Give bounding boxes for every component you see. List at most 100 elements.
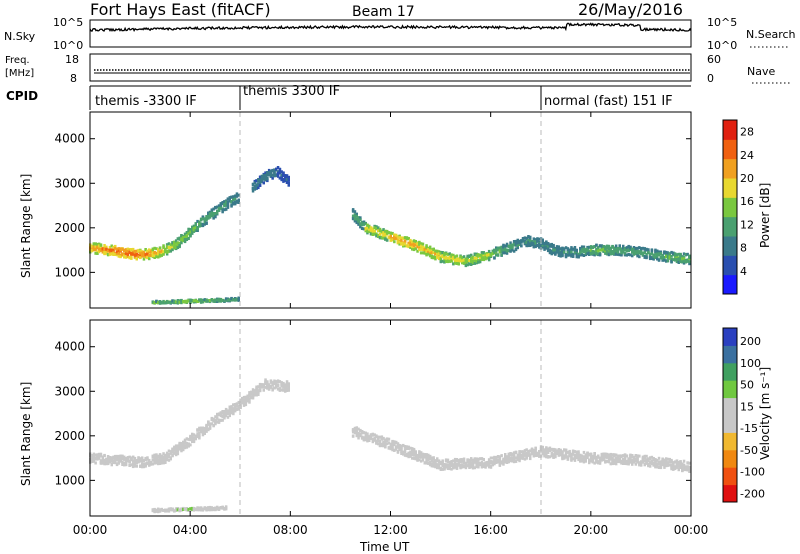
scatter-cell [450, 259, 453, 263]
scatter-cell [266, 177, 269, 181]
scatter-cell [656, 252, 659, 256]
scatter-cell [643, 456, 646, 460]
scatter-cell [278, 380, 282, 384]
scatter-cell [618, 460, 621, 464]
scatter-cell [579, 246, 582, 250]
scatter-cell [205, 429, 208, 433]
scatter-cell [130, 252, 133, 256]
scatter-cell [357, 221, 360, 225]
scatter-cell [178, 447, 181, 451]
scatter-cell [455, 464, 459, 468]
scatter-cell [450, 467, 453, 471]
scatter-cell [183, 441, 187, 445]
scatter-cell [241, 396, 244, 400]
scatter-cell [452, 256, 455, 260]
scatter-cell [385, 231, 389, 235]
scatter-cell [407, 447, 410, 450]
scatter-cell [269, 380, 273, 384]
scatter-cell [516, 457, 519, 461]
scatter-cell [613, 246, 616, 250]
scatter-cell [550, 252, 553, 256]
scatter-cell [419, 453, 423, 457]
scatter-cell [387, 235, 391, 239]
scatter-cell [477, 253, 480, 257]
scatter-cell [198, 428, 201, 432]
scatter-cell [665, 252, 668, 256]
scatter-cell [219, 299, 223, 303]
scatter-cell [169, 243, 172, 247]
scatter-cell [144, 456, 147, 460]
scatter-cell [511, 245, 514, 248]
scatter-cell [385, 439, 389, 442]
scatter-cell [607, 453, 611, 457]
scatter-cell [552, 453, 555, 457]
scatter-cell [639, 460, 643, 464]
y-tick-label: 2000 [54, 429, 85, 443]
scatter-cell [183, 507, 187, 511]
scatter-cell [351, 430, 355, 434]
scatter-cell [251, 187, 255, 191]
scatter-cell [232, 198, 235, 202]
scatter-cell [523, 453, 527, 457]
scatter-cell [405, 446, 409, 450]
scatter-cell [253, 181, 257, 185]
scatter-cell [534, 449, 537, 453]
scatter-cell [130, 463, 133, 467]
scatter-cell [582, 245, 586, 249]
scatter-cell [580, 253, 584, 257]
scatter-cell [659, 460, 663, 464]
scatter-cell [600, 452, 604, 456]
scatter-cell [169, 456, 172, 460]
scatter-cell [114, 458, 117, 462]
scatter-cell [459, 458, 462, 462]
scatter-cell [233, 194, 237, 198]
scatter-cell [568, 451, 571, 455]
scatter-cell [112, 245, 115, 249]
scatter-cell [568, 253, 571, 257]
scatter-cell [491, 251, 494, 255]
colorbar-tick-label: 28 [740, 126, 754, 139]
scatter-cell [108, 250, 112, 254]
scatter-cell [597, 246, 600, 249]
scatter-cell [425, 253, 428, 257]
scatter-cell [373, 226, 376, 230]
scatter-cell [194, 434, 197, 438]
scatter-cell [162, 508, 165, 512]
y-tick-label: 1000 [54, 473, 85, 487]
scatter-cell [588, 453, 591, 457]
scatter-cell [580, 457, 584, 461]
scatter-cell [421, 452, 425, 456]
scatter-cell [221, 418, 224, 422]
scatter-cell [208, 426, 212, 430]
scatter-cell [196, 428, 199, 432]
scatter-cell [593, 452, 596, 455]
scatter-cell [441, 251, 444, 254]
scatter-cell [169, 508, 172, 512]
scatter-cell [210, 506, 214, 510]
scatter-cell [418, 244, 421, 248]
scatter-cell [489, 465, 493, 469]
scatter-cell [527, 449, 530, 453]
scatter-cell [284, 384, 287, 388]
scatter-cell [627, 244, 630, 248]
scatter-cell [174, 507, 178, 511]
scatter-cell [135, 257, 138, 261]
scatter-cell [627, 248, 630, 252]
scatter-cell [148, 460, 151, 464]
scatter-cell [239, 400, 242, 404]
scatter-cell [675, 258, 679, 261]
scatter-cell [634, 458, 638, 462]
scatter-cell [538, 237, 541, 241]
scatter-cell [419, 247, 423, 251]
scatter-cell [155, 457, 158, 461]
scatter-cell [634, 249, 638, 253]
scatter-cell [94, 248, 97, 252]
scatter-cell [169, 301, 172, 304]
scatter-cell [675, 462, 679, 466]
scatter-cell [226, 200, 230, 204]
scatter-cell [632, 460, 636, 464]
colorbar-tick-label: -100 [740, 466, 765, 479]
scatter-cell [398, 236, 401, 240]
scatter-cell [158, 246, 162, 250]
scatter-cell [162, 245, 165, 249]
